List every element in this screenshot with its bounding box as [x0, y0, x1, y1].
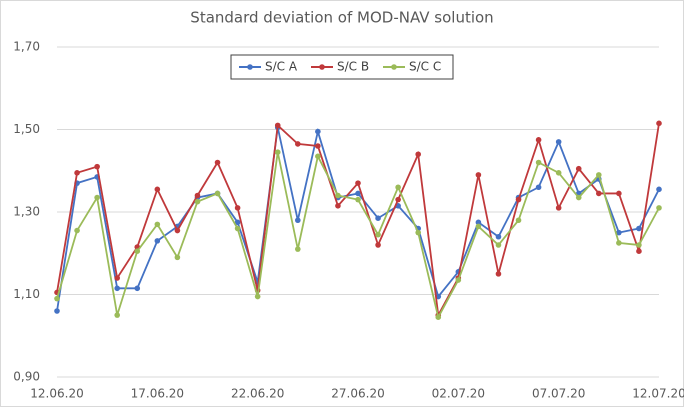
y-tick-label: 1,70 [13, 40, 40, 54]
data-point [596, 172, 602, 178]
data-point [495, 242, 502, 248]
data-point [315, 128, 321, 135]
data-point [355, 180, 361, 186]
data-point [174, 254, 181, 261]
y-tick-label: 1,10 [13, 287, 40, 301]
data-point [656, 120, 662, 127]
data-point [295, 217, 301, 224]
data-point [555, 205, 562, 211]
data-point [274, 122, 281, 129]
data-point [555, 139, 562, 145]
x-tick-label: 12.06.20 [30, 387, 83, 401]
data-point [616, 229, 622, 236]
data-point [234, 225, 241, 232]
data-point [596, 190, 602, 197]
data-point [375, 215, 381, 221]
legend-marker [391, 64, 397, 70]
x-tick-label: 07.07.20 [532, 387, 585, 401]
data-point [214, 159, 221, 166]
data-point [214, 190, 221, 197]
data-point [154, 221, 161, 228]
data-point [515, 217, 522, 224]
legend-marker [247, 64, 253, 70]
data-point [535, 137, 542, 143]
data-point [475, 223, 482, 230]
x-tick-label: 17.06.20 [131, 387, 184, 401]
data-point [134, 248, 141, 254]
data-point [174, 227, 181, 234]
data-point [515, 196, 522, 203]
data-point [234, 205, 241, 211]
data-point [274, 149, 281, 155]
data-point [535, 184, 542, 191]
data-point [495, 271, 502, 277]
data-point [636, 225, 642, 232]
data-point [315, 153, 321, 160]
data-point [495, 233, 502, 240]
data-point [74, 227, 80, 234]
data-point [656, 205, 662, 211]
data-point [555, 170, 562, 176]
data-point [114, 285, 120, 292]
legend-label: S/C B [337, 60, 369, 74]
data-point [415, 229, 422, 236]
chart-title: Standard deviation of MOD-NAV solution [190, 9, 493, 27]
data-point [435, 314, 442, 320]
data-point [114, 275, 120, 281]
x-tick-label: 12.07.20 [632, 387, 684, 401]
data-point [575, 165, 582, 172]
y-tick-label: 0,90 [13, 370, 40, 384]
data-point [375, 242, 381, 248]
legend-marker [319, 64, 325, 70]
data-point [295, 246, 301, 252]
x-tick-label: 02.07.20 [432, 387, 485, 401]
data-point [335, 192, 341, 199]
data-point [154, 238, 161, 244]
data-point [315, 143, 321, 149]
data-point [535, 159, 542, 166]
data-point [154, 186, 161, 193]
data-point [114, 312, 120, 318]
data-point [94, 194, 100, 201]
legend-label: S/C C [409, 60, 441, 74]
data-point [475, 172, 482, 178]
data-point [575, 194, 582, 201]
legend-box [230, 54, 454, 80]
data-point [355, 190, 361, 197]
data-point [656, 186, 662, 193]
data-point [74, 170, 80, 176]
data-point [94, 163, 100, 170]
data-point [355, 196, 361, 203]
data-point [134, 285, 141, 292]
data-point [335, 203, 341, 209]
data-point [254, 293, 261, 300]
data-point [194, 198, 201, 205]
data-point [295, 141, 301, 147]
legend-label: S/C A [265, 60, 298, 74]
x-tick-label: 27.06.20 [331, 387, 384, 401]
data-point [616, 190, 622, 197]
x-tick-label: 22.06.20 [231, 387, 284, 401]
data-point [54, 295, 60, 302]
data-point [475, 219, 482, 226]
data-point [616, 240, 622, 246]
data-point [636, 242, 642, 248]
data-point [415, 151, 422, 158]
y-tick-label: 1,30 [13, 205, 40, 219]
data-point [455, 277, 462, 283]
y-tick-label: 1,50 [13, 122, 40, 136]
data-point [234, 219, 241, 226]
data-point [375, 231, 381, 238]
data-point [194, 192, 201, 199]
data-point [395, 196, 401, 203]
data-point [54, 308, 60, 314]
data-point [395, 184, 401, 191]
data-point [636, 248, 642, 254]
